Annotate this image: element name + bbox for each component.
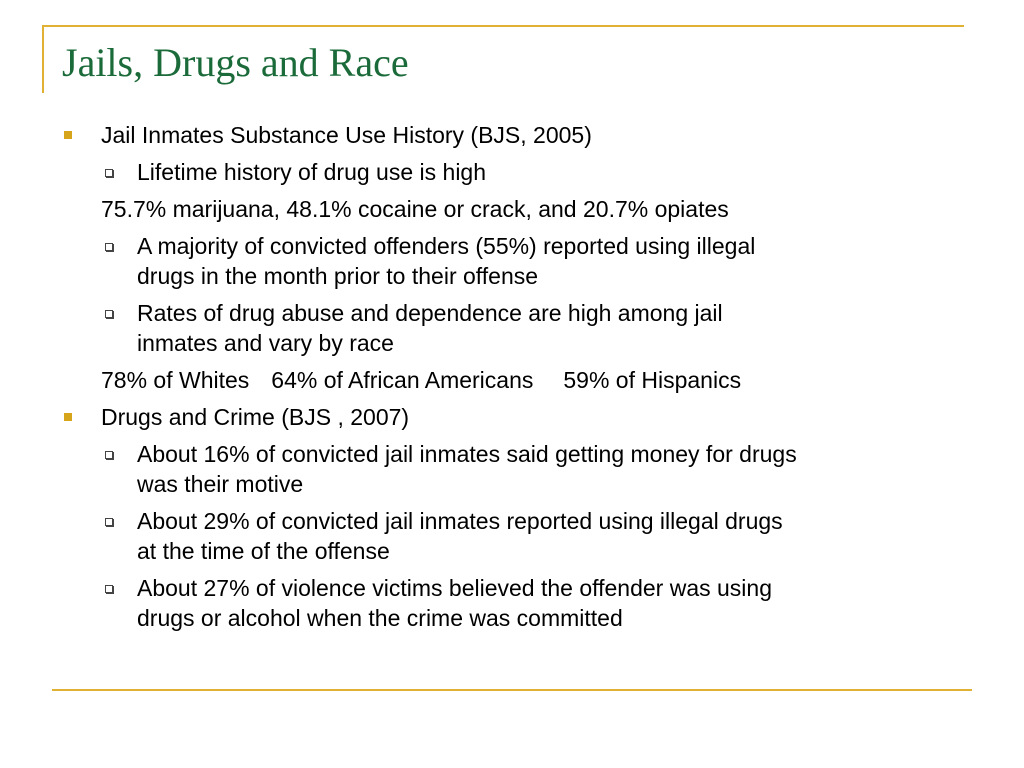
slide-title: Jails, Drugs and Race <box>62 40 409 85</box>
hollow-square-bullet-icon <box>105 451 113 459</box>
bullet-level1-substance-use: Jail Inmates Substance Use History (BJS,… <box>0 120 1024 150</box>
bullet-level2-majority-convicted: A majority of convicted offenders (55%) … <box>0 231 1024 291</box>
square-bullet-icon <box>64 131 72 139</box>
bullet-text-line: was their motive <box>137 471 304 497</box>
bullet-text-line: About 29% of convicted jail inmates repo… <box>137 508 783 534</box>
race-stats-row: 78% of Whites 64% of African Americans 59%… <box>0 365 1024 395</box>
race-african-americans: 64% of African Americans <box>271 367 534 393</box>
bullet-level2-rates-abuse: Rates of drug abuse and dependence are h… <box>0 298 1024 358</box>
left-rule <box>42 25 44 93</box>
bullet-level2-lifetime-history: Lifetime history of drug use is high <box>0 157 1024 187</box>
bullet-text: Jail Inmates Substance Use History (BJS,… <box>101 122 592 148</box>
stats-text: 75.7% marijuana, 48.1% cocaine or crack,… <box>101 196 729 222</box>
bullet-text-line: inmates and vary by race <box>137 330 394 356</box>
bullet-level1-drugs-crime: Drugs and Crime (BJS , 2007) <box>0 402 1024 432</box>
race-whites: 78% of Whites <box>101 367 250 393</box>
slide-content: Jail Inmates Substance Use History (BJS,… <box>0 120 1024 633</box>
square-bullet-icon <box>64 413 72 421</box>
bullet-text-line: Rates of drug abuse and dependence are h… <box>137 300 723 326</box>
bullet-text: Drugs and Crime (BJS , 2007) <box>101 404 410 430</box>
bullet-text-line: About 27% of violence victims believed t… <box>137 575 773 601</box>
hollow-square-bullet-icon <box>105 169 113 177</box>
race-hispanics: 59% of Hispanics <box>563 367 742 393</box>
bullet-level2-violence-victims: About 27% of violence victims believed t… <box>0 573 1024 633</box>
bullet-text-line: drugs in the month prior to their offens… <box>137 263 539 289</box>
bottom-rule <box>52 689 972 691</box>
hollow-square-bullet-icon <box>105 585 113 593</box>
top-rule <box>44 25 964 27</box>
stats-line: 75.7% marijuana, 48.1% cocaine or crack,… <box>0 194 1024 224</box>
bullet-text-line: A majority of convicted offenders (55%) … <box>137 233 756 259</box>
bullet-text: Lifetime history of drug use is high <box>137 159 487 185</box>
bullet-level2-money-motive: About 16% of convicted jail inmates said… <box>0 439 1024 499</box>
bullet-text-line: drugs or alcohol when the crime was comm… <box>137 605 623 631</box>
bullet-level2-using-at-offense: About 29% of convicted jail inmates repo… <box>0 506 1024 566</box>
bullet-text-line: at the time of the offense <box>137 538 390 564</box>
hollow-square-bullet-icon <box>105 310 113 318</box>
bullet-text-line: About 16% of convicted jail inmates said… <box>137 441 797 467</box>
hollow-square-bullet-icon <box>105 243 113 251</box>
hollow-square-bullet-icon <box>105 518 113 526</box>
